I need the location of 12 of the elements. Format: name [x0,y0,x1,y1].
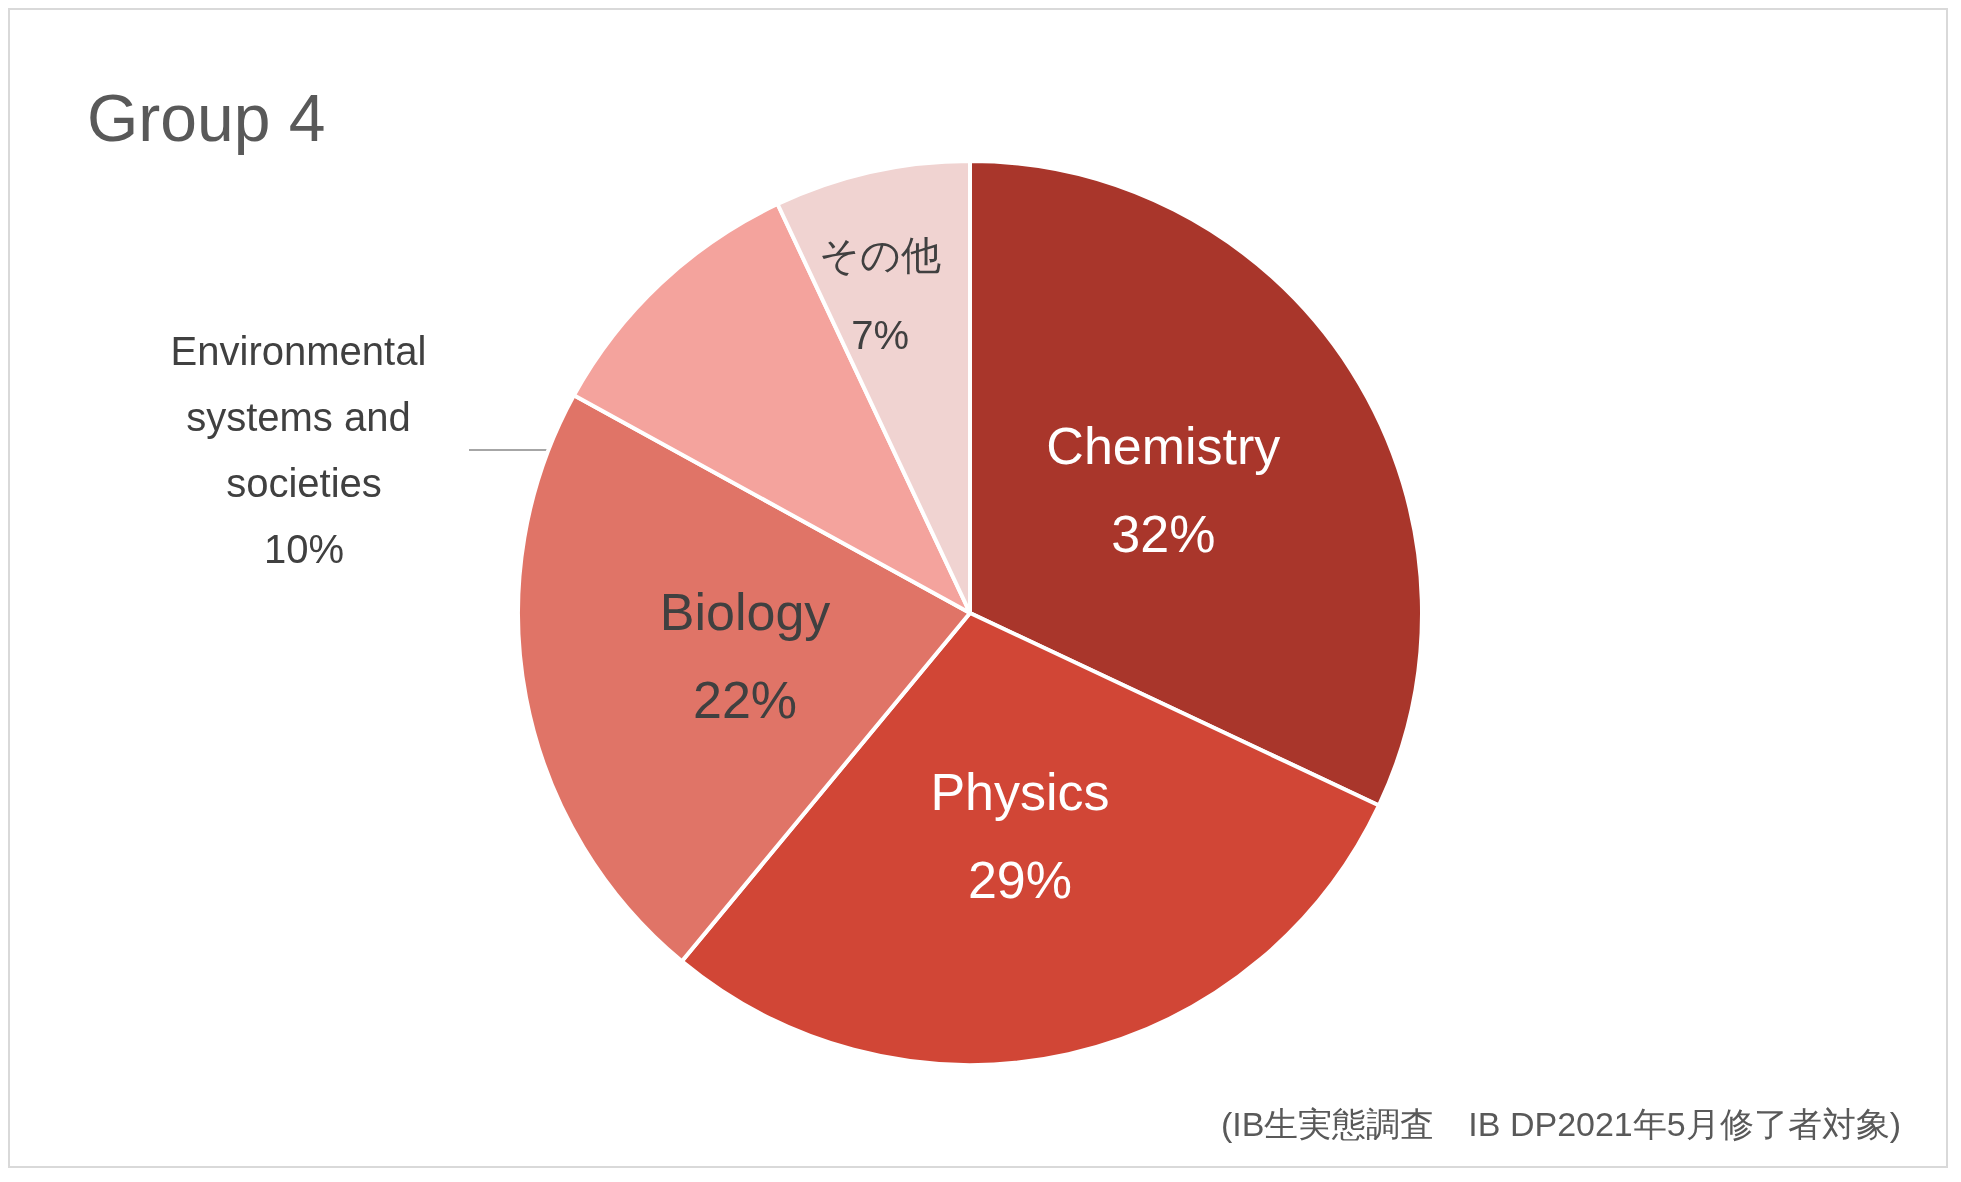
chart-title: Group 4 [87,81,326,155]
slice-label: Environmental systems and societies [170,329,438,505]
slice-label: Biology [659,582,831,641]
data-label: 10% [263,527,345,571]
data-label: 32% [1111,505,1216,564]
data-label: 7% [851,312,909,357]
slice-label: Physics [930,763,1110,822]
data-label: 22% [693,670,798,729]
slice-label: その他 [819,232,942,277]
slice-label: Chemistry [1046,417,1281,476]
text: (IB生実態調査 IB DP2021年5月修了者対象) [1220,1105,1902,1143]
data-label: 29% [967,851,1072,910]
